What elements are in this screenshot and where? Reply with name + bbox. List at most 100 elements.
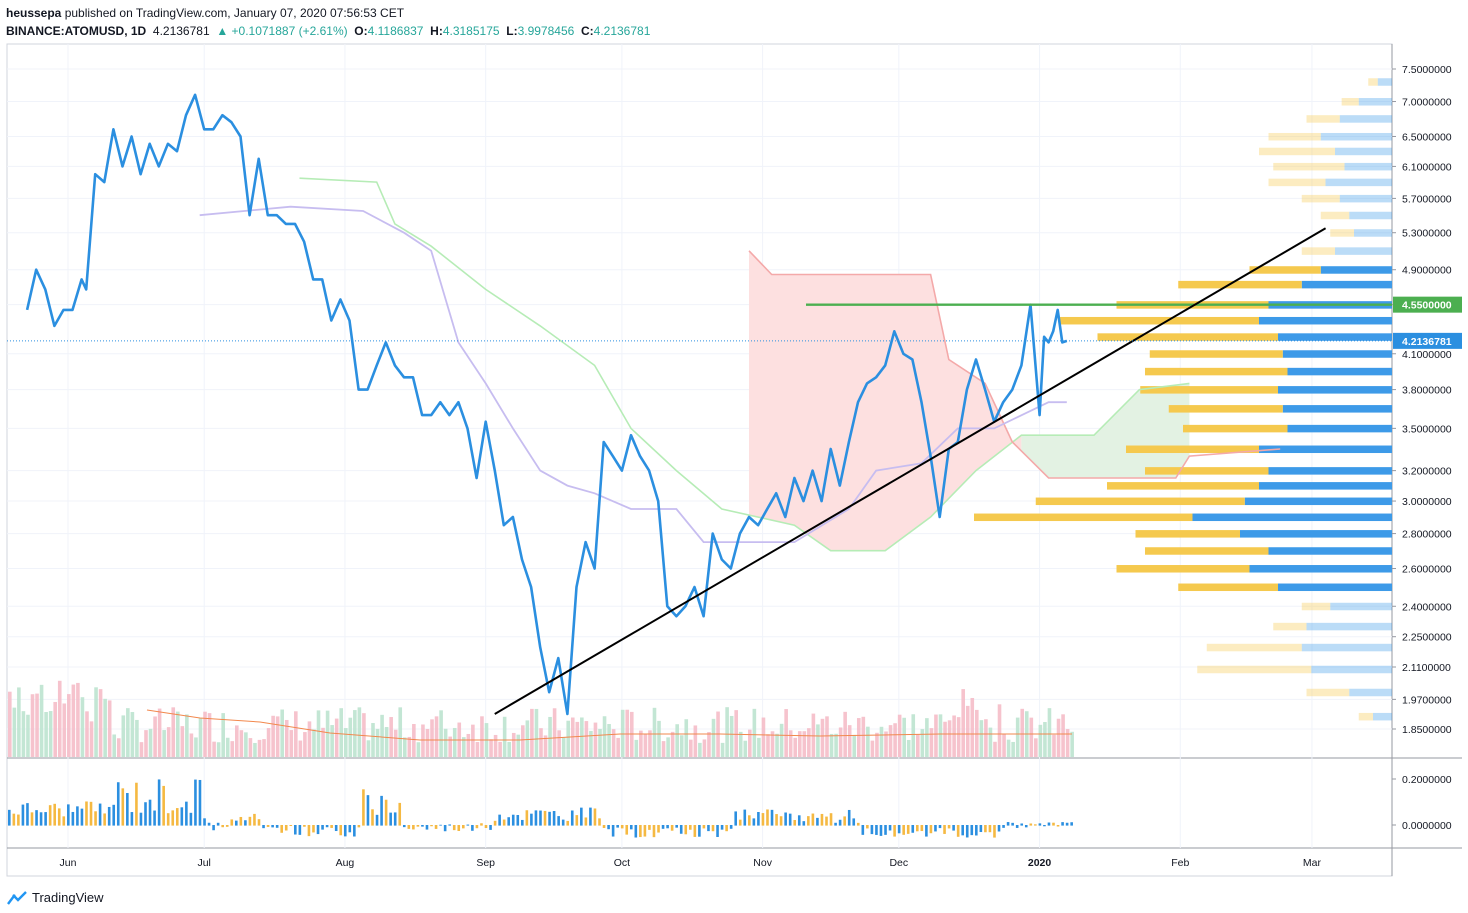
- volume-bar: [779, 723, 784, 757]
- oscillator-bar: [8, 809, 11, 826]
- volume-bar: [412, 724, 416, 757]
- oscillator-bar: [770, 809, 774, 826]
- oscillator-bar: [348, 825, 352, 833]
- volume-bar: [534, 708, 539, 757]
- volume-bar: [434, 716, 439, 757]
- volume-bar: [997, 704, 1002, 757]
- oscillator-bar: [875, 825, 878, 835]
- oscillator-bar: [1047, 822, 1051, 826]
- volume-bar: [262, 739, 266, 757]
- oscillator-bar: [80, 808, 84, 826]
- volume-profile-down-bar: [1259, 316, 1392, 325]
- volume-profile-down-bar: [1278, 583, 1392, 592]
- price-tick-label: 2.1100000: [1402, 662, 1451, 674]
- oscillator-bar: [130, 812, 134, 826]
- volume-bar: [689, 739, 693, 757]
- volume-bar: [398, 707, 403, 757]
- volume-bar: [675, 724, 679, 757]
- close-label: C:: [580, 24, 594, 38]
- oscillator-bar: [116, 782, 120, 826]
- volume-profile-down-bar: [1349, 211, 1392, 220]
- oscillator-bar: [271, 825, 274, 828]
- volume-bar: [743, 740, 748, 757]
- oscillator-bar: [729, 825, 733, 829]
- oscillator-bar: [94, 811, 97, 826]
- drawing-tools[interactable]: [7, 227, 1392, 715]
- volume-bar: [271, 715, 275, 757]
- volume-bar: [961, 689, 965, 757]
- oscillator-bar: [566, 820, 570, 826]
- oscillator-bar: [539, 810, 542, 826]
- volume-bar: [180, 726, 185, 757]
- volume-bar: [1002, 733, 1006, 757]
- oscillator-bar: [720, 825, 724, 830]
- volume-profile-up-bar: [1341, 98, 1359, 106]
- volume-profile-down-bar: [1268, 547, 1392, 555]
- oscillator-bar: [185, 801, 188, 826]
- oscillator-bar: [76, 806, 79, 826]
- oscillator-bar: [175, 808, 179, 826]
- oscillator-bar: [62, 816, 66, 826]
- oscillator-bar: [235, 820, 238, 826]
- oscillator-bar: [112, 804, 116, 826]
- volume-profile-up-bar: [1320, 211, 1350, 220]
- volume-profile-down-bar: [1287, 367, 1392, 376]
- volume-bar: [793, 737, 798, 757]
- volume-profile-up-bar: [1178, 280, 1302, 289]
- oscillator-bar: [425, 825, 429, 830]
- volume-bar: [1065, 729, 1070, 757]
- volume-bar: [639, 730, 643, 757]
- oscillator-bar: [248, 816, 252, 826]
- volume-bar: [584, 721, 589, 757]
- tradingview-logo[interactable]: TradingView: [6, 890, 104, 905]
- volume-profile-down-bar: [1287, 424, 1392, 433]
- volume-profile-up-bar: [1368, 78, 1378, 86]
- oscillator-bar: [316, 825, 320, 835]
- volume-bar: [225, 737, 230, 757]
- publisher-name[interactable]: heussepa: [6, 6, 62, 20]
- oscillator-bar: [934, 825, 937, 832]
- volume-bar: [984, 719, 988, 757]
- oscillator-bar: [947, 825, 951, 829]
- oscillator-bar: [139, 812, 143, 826]
- symbol-label[interactable]: BINANCE:ATOMUSD, 1D: [6, 24, 147, 38]
- oscillator-pane: [8, 779, 1073, 838]
- time-axis[interactable]: Jun Jul Aug Sep Oct Nov Dec 2020 Feb Mar: [60, 857, 1322, 869]
- volume-profile-down-bar: [1320, 266, 1392, 274]
- oscillator-bar: [779, 816, 783, 826]
- volume-bar: [956, 717, 961, 757]
- oscillator-bar: [629, 825, 633, 830]
- oscillator-bar: [975, 825, 978, 836]
- oscillator-bar: [916, 825, 919, 832]
- oscillator-bar: [1029, 823, 1033, 826]
- volume-bar: [493, 734, 498, 757]
- volume-bar: [870, 740, 875, 757]
- oscillator-bar: [906, 825, 910, 834]
- volume-profile-down-bar: [1192, 513, 1392, 522]
- oscillator-bar: [684, 825, 688, 835]
- publisher-line: heussepa published on TradingView.com, J…: [6, 4, 650, 22]
- oscillator-bar: [807, 816, 810, 826]
- oscillator-bar: [398, 802, 402, 826]
- oscillator-bar: [21, 804, 25, 826]
- volume-bar: [1043, 722, 1047, 757]
- volume-bar: [625, 709, 630, 757]
- volume-profile-up-bar: [1306, 688, 1350, 697]
- oscillator-bar: [1002, 825, 1005, 828]
- volume-profile-up-bar: [1268, 178, 1326, 187]
- volume-bar: [284, 719, 289, 757]
- oscillator-bar: [266, 825, 270, 827]
- volume-bar: [221, 713, 225, 757]
- oscillator-bar: [752, 818, 756, 826]
- oscillator-bar: [230, 819, 234, 826]
- price-tick-label: 2.2500000: [1402, 632, 1452, 644]
- volume-bar: [738, 731, 743, 757]
- volume-bar: [666, 737, 670, 757]
- volume-bar: [965, 705, 970, 757]
- volume-bar: [35, 693, 39, 757]
- oscillator-bar: [71, 811, 75, 826]
- price-axis[interactable]: 7.5000000 7.0000000 6.5000000 6.1000000 5.70…: [1392, 64, 1452, 832]
- volume-bar: [157, 708, 162, 757]
- oscillator-bar: [157, 779, 161, 826]
